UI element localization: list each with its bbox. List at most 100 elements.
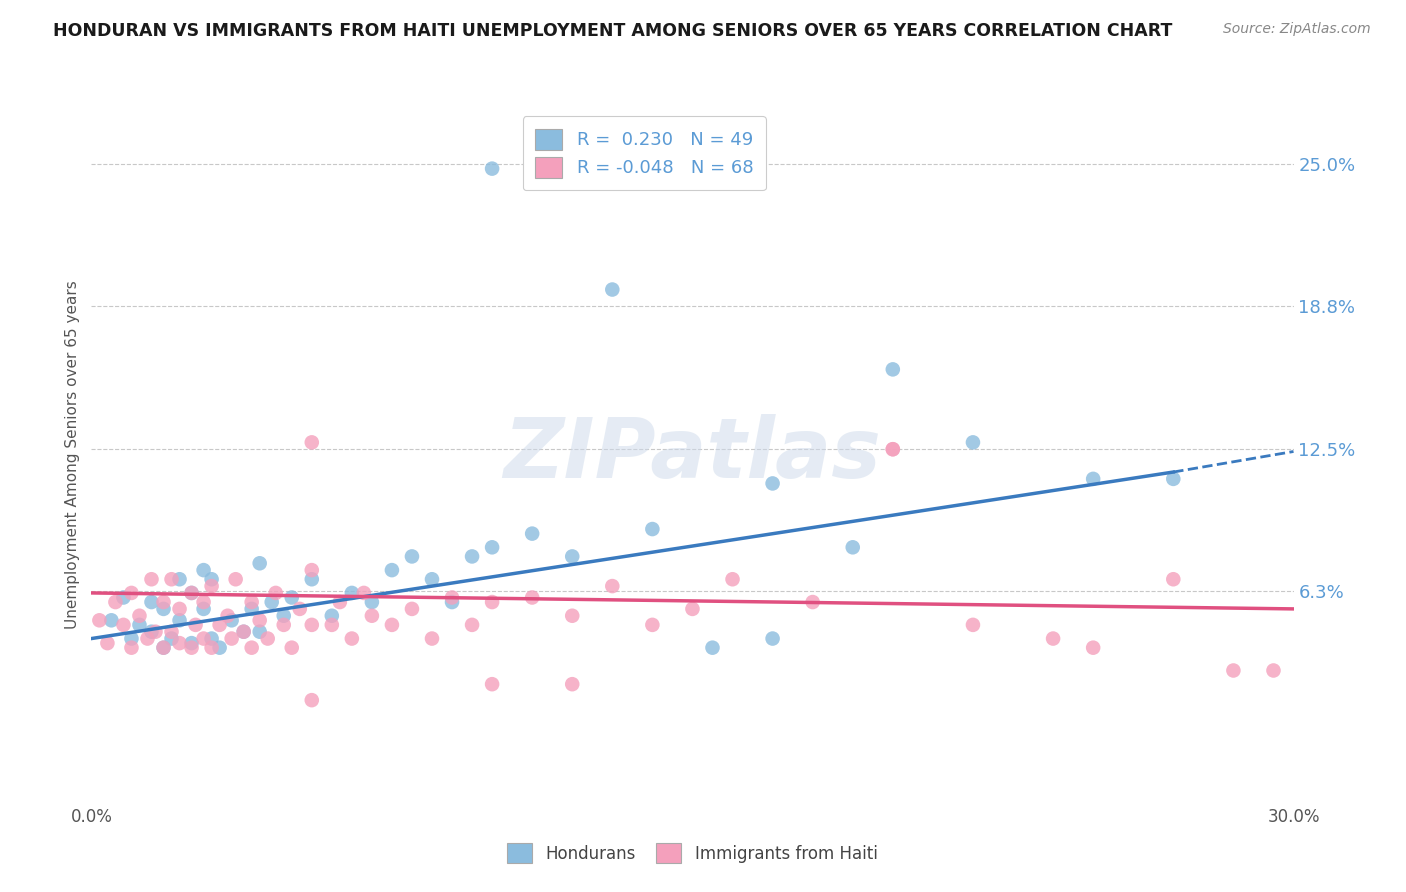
Point bbox=[420, 632, 443, 646]
Point bbox=[561, 549, 583, 564]
Legend: Hondurans, Immigrants from Haiti: Hondurans, Immigrants from Haiti bbox=[499, 835, 886, 871]
Point bbox=[160, 572, 183, 586]
Point bbox=[301, 693, 323, 707]
Point bbox=[301, 563, 323, 577]
Point bbox=[481, 161, 503, 176]
Point bbox=[522, 591, 544, 605]
Point bbox=[232, 624, 254, 639]
Point bbox=[193, 595, 215, 609]
Point bbox=[481, 677, 503, 691]
Point bbox=[841, 541, 863, 555]
Point bbox=[184, 618, 207, 632]
Point bbox=[145, 624, 167, 639]
Point bbox=[882, 442, 904, 457]
Point bbox=[360, 608, 382, 623]
Point bbox=[169, 613, 191, 627]
Point bbox=[225, 572, 247, 586]
Point bbox=[288, 602, 311, 616]
Point bbox=[602, 283, 624, 297]
Point bbox=[340, 632, 363, 646]
Point bbox=[169, 572, 191, 586]
Point bbox=[401, 549, 423, 564]
Point bbox=[762, 632, 785, 646]
Point bbox=[112, 591, 135, 605]
Point bbox=[273, 608, 295, 623]
Point bbox=[193, 602, 215, 616]
Point bbox=[128, 618, 150, 632]
Text: Source: ZipAtlas.com: Source: ZipAtlas.com bbox=[1223, 22, 1371, 37]
Point bbox=[152, 640, 174, 655]
Point bbox=[249, 613, 271, 627]
Point bbox=[481, 595, 503, 609]
Point bbox=[208, 618, 231, 632]
Point bbox=[440, 591, 463, 605]
Point bbox=[481, 541, 503, 555]
Point bbox=[89, 613, 111, 627]
Point bbox=[602, 579, 624, 593]
Point bbox=[329, 595, 352, 609]
Point bbox=[180, 586, 202, 600]
Point bbox=[121, 586, 143, 600]
Point bbox=[128, 608, 150, 623]
Point bbox=[260, 595, 283, 609]
Point bbox=[1083, 640, 1105, 655]
Point bbox=[201, 632, 224, 646]
Point bbox=[112, 618, 135, 632]
Point bbox=[1263, 664, 1285, 678]
Point bbox=[180, 640, 202, 655]
Point bbox=[121, 632, 143, 646]
Text: HONDURAN VS IMMIGRANTS FROM HAITI UNEMPLOYMENT AMONG SENIORS OVER 65 YEARS CORRE: HONDURAN VS IMMIGRANTS FROM HAITI UNEMPL… bbox=[53, 22, 1173, 40]
Point bbox=[96, 636, 118, 650]
Y-axis label: Unemployment Among Seniors over 65 years: Unemployment Among Seniors over 65 years bbox=[65, 281, 80, 629]
Point bbox=[461, 549, 484, 564]
Point bbox=[721, 572, 744, 586]
Point bbox=[641, 522, 664, 536]
Point bbox=[264, 586, 287, 600]
Point bbox=[180, 636, 202, 650]
Point bbox=[201, 572, 224, 586]
Point bbox=[702, 640, 724, 655]
Point bbox=[141, 624, 163, 639]
Point bbox=[169, 636, 191, 650]
Point bbox=[962, 618, 984, 632]
Point bbox=[681, 602, 703, 616]
Point bbox=[136, 632, 159, 646]
Point bbox=[962, 435, 984, 450]
Point bbox=[321, 608, 343, 623]
Point bbox=[152, 640, 174, 655]
Point bbox=[1083, 472, 1105, 486]
Point bbox=[381, 618, 404, 632]
Point bbox=[201, 579, 224, 593]
Point bbox=[301, 618, 323, 632]
Point bbox=[240, 602, 263, 616]
Point bbox=[240, 595, 263, 609]
Point bbox=[340, 586, 363, 600]
Point bbox=[201, 640, 224, 655]
Point bbox=[321, 618, 343, 632]
Point bbox=[217, 608, 239, 623]
Point bbox=[193, 632, 215, 646]
Point bbox=[1042, 632, 1064, 646]
Point bbox=[381, 563, 404, 577]
Point bbox=[169, 602, 191, 616]
Point bbox=[141, 595, 163, 609]
Point bbox=[281, 591, 304, 605]
Point bbox=[360, 595, 382, 609]
Point bbox=[882, 362, 904, 376]
Point bbox=[180, 586, 202, 600]
Point bbox=[641, 618, 664, 632]
Point bbox=[1163, 572, 1185, 586]
Point bbox=[160, 632, 183, 646]
Text: ZIPatlas: ZIPatlas bbox=[503, 415, 882, 495]
Point bbox=[104, 595, 127, 609]
Point bbox=[249, 556, 271, 570]
Point bbox=[522, 526, 544, 541]
Point bbox=[281, 640, 304, 655]
Point bbox=[1222, 664, 1244, 678]
Point bbox=[762, 476, 785, 491]
Point bbox=[561, 677, 583, 691]
Point bbox=[232, 624, 254, 639]
Point bbox=[141, 572, 163, 586]
Point bbox=[301, 572, 323, 586]
Point bbox=[100, 613, 122, 627]
